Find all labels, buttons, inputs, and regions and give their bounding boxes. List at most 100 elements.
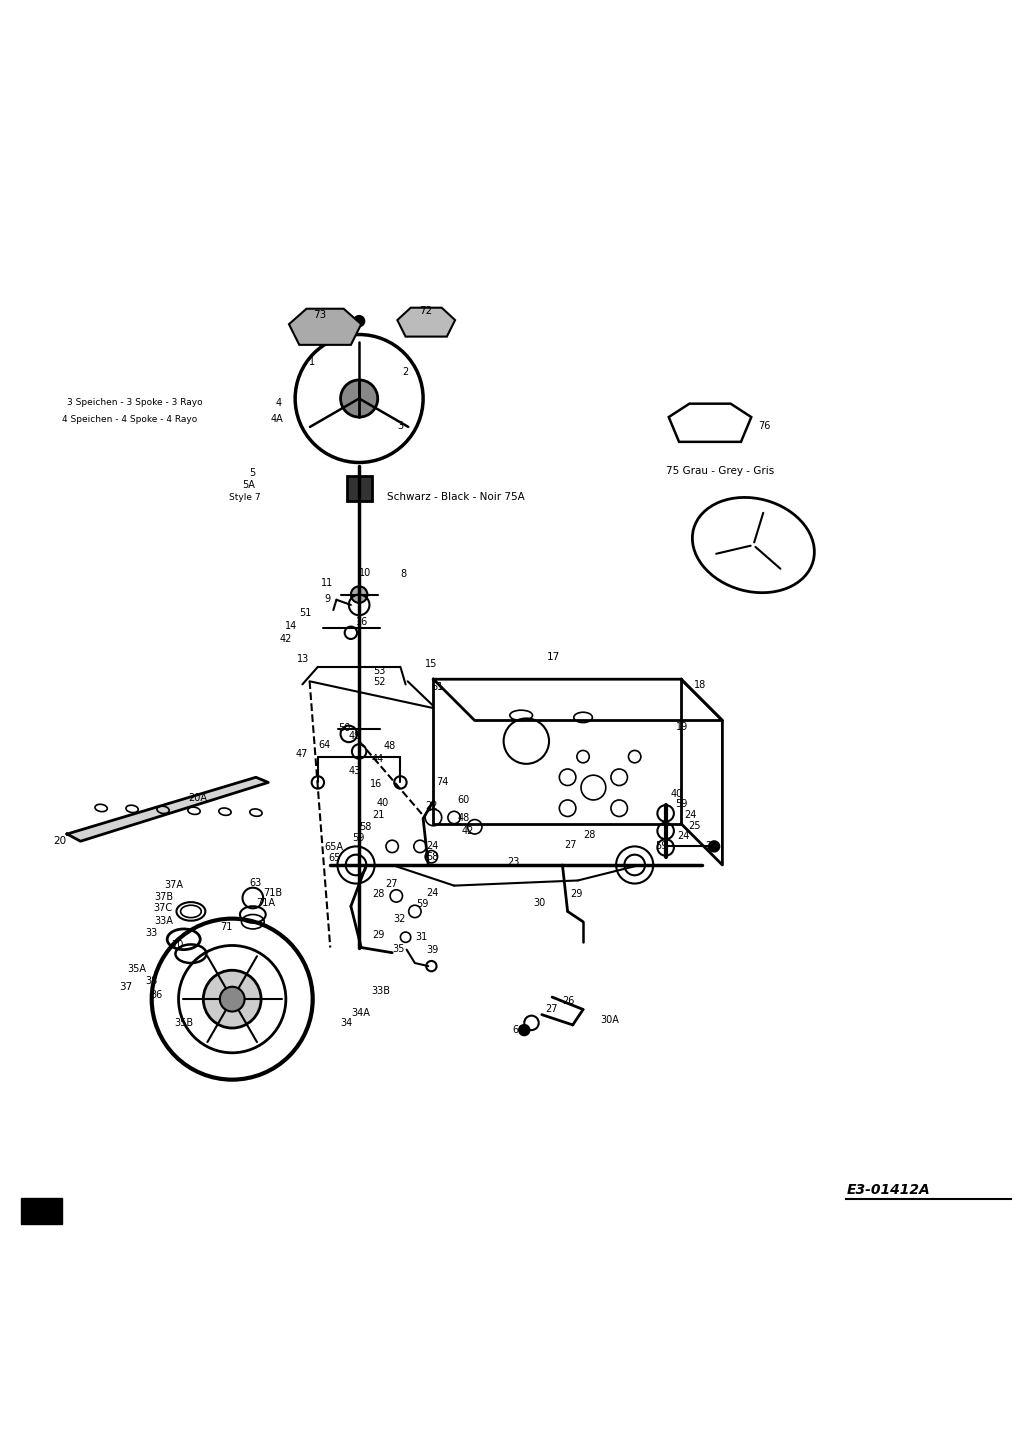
Text: 70: 70 [171,941,184,951]
Text: 10: 10 [359,568,372,578]
Text: 27: 27 [545,1004,557,1014]
Text: 59: 59 [655,842,668,852]
Text: 4A: 4A [270,414,283,424]
Text: 23: 23 [508,857,520,867]
Text: 27: 27 [385,879,397,889]
Text: 22: 22 [425,801,438,811]
Text: 4: 4 [276,398,282,408]
Text: 3: 3 [397,421,404,431]
Text: 34A: 34A [351,1007,369,1017]
Text: 58: 58 [426,852,439,862]
Text: 37: 37 [119,981,132,991]
Text: 17: 17 [547,651,560,661]
Text: 48: 48 [384,741,396,751]
Circle shape [341,380,378,416]
Circle shape [220,987,245,1012]
Text: 33B: 33B [372,986,390,996]
Text: 49: 49 [349,731,361,741]
Text: 64: 64 [318,741,330,751]
Text: 16: 16 [369,780,382,790]
Text: E3-01412A: E3-01412A [846,1183,930,1197]
Text: 28: 28 [583,830,595,840]
Text: 8: 8 [400,569,407,579]
Text: 21: 21 [373,810,385,820]
Text: 4 Speichen - 4 Spoke - 4 Rayo: 4 Speichen - 4 Spoke - 4 Rayo [62,415,197,424]
Text: 15: 15 [425,659,438,669]
Bar [21,1199,62,1223]
Text: 30: 30 [534,898,546,908]
Text: 25: 25 [688,821,701,831]
Text: 38: 38 [146,976,158,986]
Text: 16: 16 [356,617,368,627]
Text: 9: 9 [324,594,330,604]
Circle shape [354,316,364,326]
Text: 50: 50 [338,723,351,732]
Text: 1: 1 [309,357,315,367]
Text: 5A: 5A [243,480,255,490]
Text: 58: 58 [359,821,372,831]
Circle shape [709,842,719,852]
Text: 40: 40 [671,788,683,798]
Text: 36: 36 [151,990,163,1000]
Text: 48: 48 [457,813,470,823]
Polygon shape [67,777,268,842]
Text: 27: 27 [565,840,577,850]
Text: 35A: 35A [128,964,147,974]
Text: 35B: 35B [173,1017,193,1027]
Text: 60: 60 [457,795,470,806]
Text: Schwarz - Black - Noir 75A: Schwarz - Black - Noir 75A [387,491,524,501]
Text: 13: 13 [297,654,310,663]
Text: 33: 33 [146,928,158,938]
Text: 19: 19 [676,722,688,732]
Text: 44: 44 [372,754,384,764]
Text: 42: 42 [280,634,292,644]
Text: 30A: 30A [601,1014,619,1025]
Circle shape [351,586,367,602]
Text: 24: 24 [426,888,439,898]
Text: 5: 5 [250,468,256,478]
Text: 71B: 71B [263,888,283,898]
Text: 14: 14 [285,621,297,631]
Text: 2: 2 [402,366,409,376]
Text: 37C: 37C [153,904,172,914]
Text: 63: 63 [250,878,262,888]
Text: 3 Speichen - 3 Spoke - 3 Rayo: 3 Speichen - 3 Spoke - 3 Rayo [67,398,202,408]
Bar [347,476,372,500]
Text: 43: 43 [349,767,361,777]
Text: 65A: 65A [325,843,344,853]
Text: 20: 20 [54,836,67,846]
Polygon shape [289,308,361,344]
Text: 40: 40 [377,798,389,808]
Text: 24: 24 [677,831,689,842]
Text: 59: 59 [352,833,364,843]
Text: 18: 18 [694,680,706,690]
Text: 29: 29 [373,929,385,940]
Text: 11: 11 [321,578,333,588]
Text: 29: 29 [571,889,583,899]
Text: 26: 26 [562,996,575,1006]
Text: 28: 28 [373,889,385,899]
Text: 53: 53 [374,666,386,676]
Text: 37B: 37B [154,892,173,902]
Text: 20A: 20A [188,793,206,803]
Circle shape [203,970,261,1027]
Text: 73: 73 [314,310,326,320]
Text: 37A: 37A [165,879,184,889]
Polygon shape [397,308,455,337]
Text: 72: 72 [420,305,432,316]
Text: 74: 74 [437,778,449,787]
Text: 75 Grau - Grey - Gris: 75 Grau - Grey - Gris [666,465,774,476]
Text: 71A: 71A [256,898,275,908]
Text: 51: 51 [299,608,312,618]
Text: 52: 52 [374,677,386,687]
Text: 47: 47 [295,748,308,758]
Text: 59: 59 [416,899,428,909]
Text: 26: 26 [705,842,717,852]
Text: 32: 32 [393,914,406,924]
Text: 24: 24 [426,842,439,852]
Text: 24: 24 [684,810,697,820]
Text: 33A: 33A [155,915,173,925]
Text: 61: 61 [431,683,444,693]
Text: 42: 42 [461,826,474,836]
Text: 59: 59 [675,800,687,808]
